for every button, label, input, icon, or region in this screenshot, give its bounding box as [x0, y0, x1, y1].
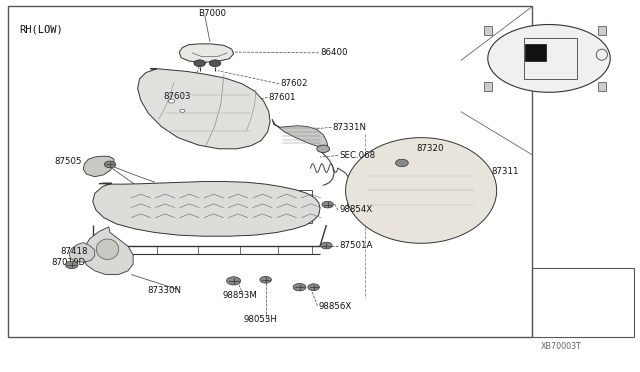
Circle shape: [168, 99, 175, 103]
Text: SEC.068: SEC.068: [339, 151, 375, 160]
Text: 87320: 87320: [416, 144, 444, 153]
Circle shape: [396, 159, 408, 167]
Polygon shape: [488, 25, 610, 92]
FancyBboxPatch shape: [484, 26, 492, 35]
Text: 87418: 87418: [61, 247, 88, 256]
Text: 87505: 87505: [54, 157, 82, 166]
Text: 87602: 87602: [280, 79, 308, 88]
Polygon shape: [83, 227, 133, 275]
Polygon shape: [83, 156, 114, 177]
Text: 98854X: 98854X: [339, 205, 372, 214]
Polygon shape: [346, 138, 497, 243]
Circle shape: [104, 161, 116, 168]
Text: 87601: 87601: [269, 93, 296, 102]
FancyBboxPatch shape: [598, 26, 605, 35]
Text: 87330N: 87330N: [147, 286, 181, 295]
Polygon shape: [69, 243, 95, 262]
Text: XB70003T: XB70003T: [541, 342, 582, 351]
Text: 98053H: 98053H: [243, 315, 277, 324]
Text: 87501A: 87501A: [339, 241, 372, 250]
Circle shape: [180, 109, 185, 112]
Text: 98853M: 98853M: [223, 291, 257, 300]
Polygon shape: [272, 119, 328, 147]
Circle shape: [293, 283, 306, 291]
Text: 87311: 87311: [492, 167, 519, 176]
Circle shape: [260, 276, 271, 283]
Polygon shape: [179, 44, 234, 62]
Text: 87010D: 87010D: [51, 258, 85, 267]
FancyBboxPatch shape: [525, 44, 546, 61]
Text: 98856X: 98856X: [319, 302, 352, 311]
Polygon shape: [93, 182, 320, 236]
Text: RH(LOW): RH(LOW): [19, 25, 63, 35]
Circle shape: [321, 242, 332, 249]
Ellipse shape: [97, 239, 119, 260]
Text: B7000: B7000: [198, 9, 227, 18]
Polygon shape: [138, 69, 270, 149]
Circle shape: [322, 201, 333, 208]
Circle shape: [317, 145, 330, 153]
FancyBboxPatch shape: [484, 81, 492, 91]
FancyBboxPatch shape: [598, 81, 605, 91]
FancyBboxPatch shape: [8, 6, 532, 337]
Circle shape: [65, 261, 78, 269]
Circle shape: [194, 60, 205, 67]
Text: 87603: 87603: [163, 92, 191, 101]
Text: 86400: 86400: [320, 48, 348, 57]
Circle shape: [308, 284, 319, 291]
Text: 87331N: 87331N: [333, 123, 367, 132]
Circle shape: [227, 277, 241, 285]
Circle shape: [209, 60, 221, 67]
